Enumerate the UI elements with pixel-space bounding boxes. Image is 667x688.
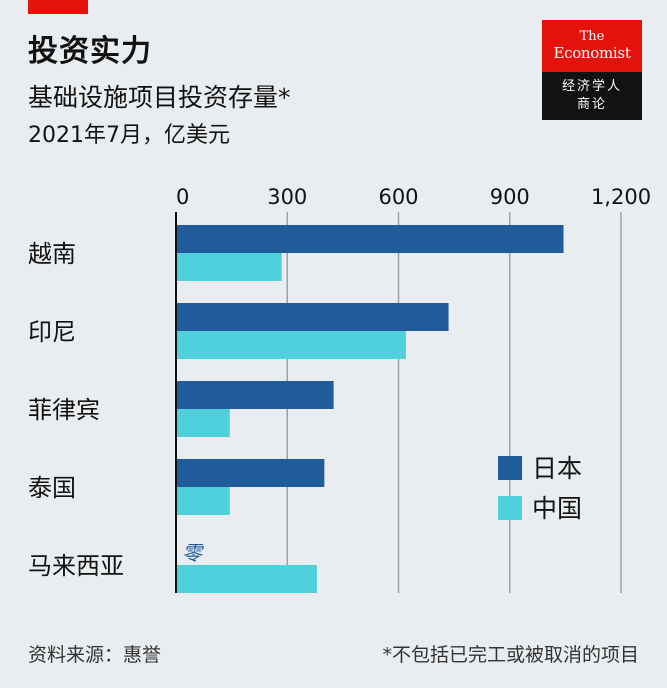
- category-label: 马来西亚: [28, 552, 124, 580]
- bar: [176, 225, 564, 253]
- x-tick-label: 1,200: [591, 185, 651, 209]
- category-label: 越南: [28, 240, 76, 268]
- logo-cn-line2: 商论: [576, 97, 607, 112]
- x-tick-label: 300: [267, 185, 307, 209]
- bar: [176, 487, 230, 515]
- bar: [176, 253, 282, 281]
- bar: [176, 409, 230, 437]
- brand-red-tag: [28, 0, 88, 14]
- legend-swatch: [498, 496, 522, 520]
- chart-title: 投资实力: [28, 34, 152, 69]
- footnote: *不包括已完工或被取消的项目: [382, 644, 639, 666]
- chart-subtitle: 基础设施项目投资存量*: [28, 83, 291, 112]
- x-tick-label: 0: [176, 185, 189, 209]
- x-tick-label: 900: [490, 185, 530, 209]
- logo-red-block: The Economist: [542, 20, 642, 72]
- legend-label: 日本: [532, 454, 582, 483]
- legend-swatch: [498, 456, 522, 480]
- logo-black-block: 经济学人 商论: [542, 72, 642, 120]
- chart-unit: 2021年7月，亿美元: [28, 123, 230, 148]
- bar: [176, 459, 325, 487]
- legend-label: 中国: [532, 494, 582, 523]
- logo-economist: Economist: [553, 44, 631, 62]
- category-label: 泰国: [28, 474, 76, 502]
- logo-the: The: [579, 29, 605, 44]
- zero-annotation: 零: [182, 541, 204, 565]
- economist-logo: The Economist 经济学人 商论: [542, 20, 642, 120]
- source-note: 资料来源：惠誉: [28, 644, 162, 666]
- bar: [176, 565, 317, 593]
- bar: [176, 303, 449, 331]
- bar: [176, 331, 406, 359]
- x-tick-label: 600: [378, 185, 418, 209]
- logo-cn-line1: 经济学人: [561, 79, 622, 94]
- category-label: 菲律宾: [28, 396, 100, 424]
- bar: [176, 381, 334, 409]
- category-label: 印尼: [28, 318, 76, 346]
